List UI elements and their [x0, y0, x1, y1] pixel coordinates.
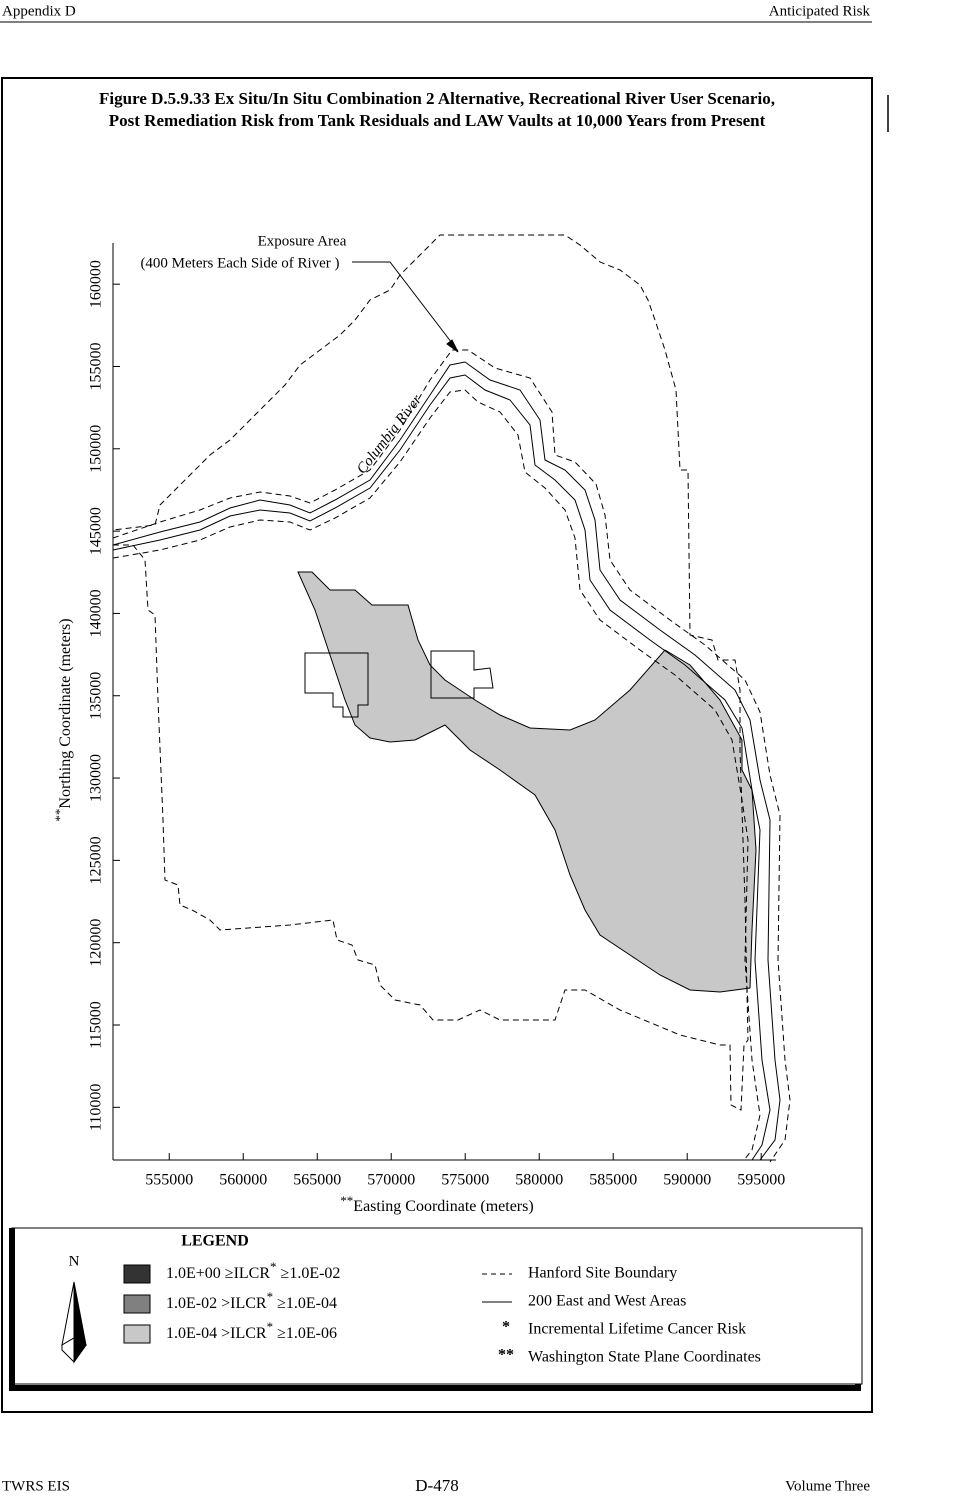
figure-title: Figure D.5.9.33 Ex Situ/In Situ Combinat…	[99, 89, 775, 108]
x-axis-label: Easting Coordinate (meters)	[353, 1198, 533, 1215]
x-tick-label: 580000	[515, 1172, 563, 1189]
x-axis-title: **Easting Coordinate (meters)	[340, 1193, 533, 1215]
figure-title: Post Remediation Risk from Tank Residual…	[109, 111, 766, 130]
annotation: Exposure Area	[258, 233, 347, 249]
legend-swatch	[123, 1294, 151, 1314]
legend-text: ≥1.0E-02	[277, 1265, 341, 1282]
y-tick-label: 130000	[88, 754, 105, 802]
river-bank	[112, 374, 771, 1161]
legend-label: 1.0E+00 ≥ILCR* ≥1.0E-02	[166, 1259, 340, 1282]
legend-star: *	[267, 1319, 274, 1334]
footer-left: TWRS EIS	[2, 1478, 70, 1494]
river-label: Columbia River	[354, 392, 425, 477]
legend-label: 1.0E-02 >ILCR* ≥1.0E-04	[166, 1289, 337, 1312]
leader-line	[352, 261, 456, 348]
legend-label: Hanford Site Boundary	[528, 1265, 677, 1282]
x-tick-label: 585000	[589, 1172, 637, 1189]
figure-frame	[1, 77, 873, 1413]
200-area	[430, 650, 494, 699]
y-tick-label: 140000	[88, 589, 105, 637]
y-tick-label: 155000	[88, 342, 105, 390]
legend: 1.0E+00 ≥ILCR* ≥1.0E-021.0E-02 >ILCR* ≥1…	[123, 1259, 761, 1366]
exposure-buffer	[112, 349, 791, 1163]
y-axis-title: **Northing Coordinate (meters)	[52, 618, 74, 821]
y-axis-label: Northing Coordinate (meters)	[57, 618, 74, 808]
legend-label: 1.0E-04 >ILCR* ≥1.0E-06	[166, 1319, 337, 1342]
risk-area	[297, 571, 757, 993]
legend-text: 1.0E-04 >ILCR	[166, 1325, 267, 1342]
legend-label: Incremental Lifetime Cancer Risk	[528, 1321, 746, 1338]
y-tick-label: 150000	[88, 425, 105, 473]
marker: **	[340, 1193, 353, 1208]
x-tick-label: 590000	[663, 1172, 711, 1189]
map	[112, 234, 791, 1163]
y-tick-label: 110000	[88, 1084, 105, 1131]
annotation: (400 Meters Each Side of River )	[140, 255, 339, 271]
y-tick-label: 125000	[88, 836, 105, 884]
legend-shadow	[9, 1228, 861, 1391]
x-tick-label: 560000	[219, 1172, 267, 1189]
legend-swatch	[123, 1324, 151, 1344]
header-left: Appendix D	[2, 3, 76, 19]
legend-label: Washington State Plane Coordinates	[528, 1349, 761, 1366]
y-tick-label: 120000	[88, 919, 105, 967]
legend-symbol: *	[502, 1319, 510, 1336]
legend-text: ≥1.0E-06	[273, 1325, 337, 1342]
x-tick-label: 570000	[367, 1172, 415, 1189]
legend-title: LEGEND	[181, 1233, 249, 1250]
river-bank	[112, 361, 781, 1161]
y-tick-label: 145000	[88, 507, 105, 555]
legend-swatch	[123, 1264, 151, 1284]
footer-right: Volume Three	[785, 1478, 870, 1494]
header-right: Anticipated Risk	[769, 3, 871, 19]
legend-label: 200 East and West Areas	[528, 1293, 686, 1310]
y-tick-label: 115000	[88, 1001, 105, 1048]
arrow-head	[446, 339, 459, 353]
200-area	[304, 652, 369, 718]
footer-center: D-478	[415, 1476, 458, 1495]
x-tick-label: 575000	[441, 1172, 489, 1189]
legend-star: *	[270, 1259, 277, 1274]
y-tick-label: 160000	[88, 260, 105, 308]
axes: 555000 560000 565000 570000 575000 580000 5850…	[88, 243, 785, 1189]
legend-star: *	[267, 1289, 274, 1304]
x-tick-label: 595000	[737, 1172, 785, 1189]
north-label: N	[69, 1253, 80, 1269]
legend-text: ≥1.0E-04	[273, 1295, 337, 1312]
y-tick-label: 135000	[88, 672, 105, 720]
x-tick-label: 565000	[293, 1172, 341, 1189]
marker: **	[52, 809, 67, 822]
north-arrow	[61, 1281, 87, 1364]
legend-text: 1.0E+00 ≥ILCR	[166, 1265, 270, 1282]
legend-symbol: **	[498, 1347, 514, 1364]
legend-text: 1.0E-02 >ILCR	[166, 1295, 267, 1312]
exposure-buffer	[112, 389, 761, 1161]
x-tick-label: 555000	[145, 1172, 193, 1189]
